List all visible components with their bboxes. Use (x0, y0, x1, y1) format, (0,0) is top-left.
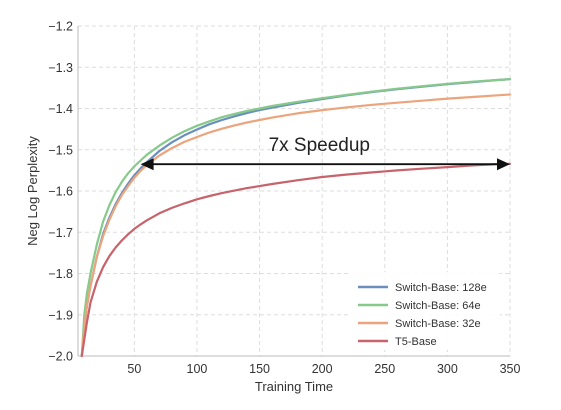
legend-label-switch-base-128e: Switch-Base: 128e (395, 282, 487, 294)
y-tick-label: −1.9 (48, 308, 73, 322)
series-lines (80, 78, 512, 358)
speedup-arrowhead-right (497, 158, 510, 171)
legend-box (350, 272, 500, 350)
x-tick-label: 100 (187, 362, 208, 376)
x-tick-label: 150 (249, 362, 270, 376)
legend: Switch-Base: 128e Switch-Base: 64e Switch-… (350, 272, 500, 350)
x-tick-label: 300 (437, 362, 458, 376)
x-tick-label: 200 (312, 362, 333, 376)
y-tick-label: −1.3 (48, 61, 73, 75)
legend-label-switch-base-32e: Switch-Base: 32e (395, 318, 481, 330)
x-tick-label: 50 (127, 362, 141, 376)
series-line-t5-base (80, 162, 512, 358)
y-tick-label: −1.2 (48, 20, 73, 34)
series-line-switch-base-32e (80, 93, 512, 358)
legend-label-t5-base: T5-Base (395, 336, 437, 348)
x-tick-labels: 50 100 150 200 250 300 350 (127, 362, 520, 376)
y-tick-label: −1.6 (48, 185, 73, 199)
speedup-label: 7x Speedup (269, 135, 370, 156)
y-tick-label: −2.0 (48, 350, 73, 364)
x-tick-label: 350 (500, 362, 521, 376)
y-tick-labels: −2.0 −1.9 −1.8 −1.7 −1.6 −1.5 −1.4 −1.3 −1.2 (48, 20, 73, 364)
y-tick-label: −1.4 (48, 102, 73, 116)
y-axis-title: Neg Log Perplexity (25, 136, 40, 246)
y-tick-label: −1.8 (48, 267, 73, 281)
y-tick-label: −1.5 (48, 143, 73, 157)
speedup-annotation: 7x Speedup (140, 135, 510, 171)
series-line-switch-base-64e (80, 78, 512, 358)
axes (77, 26, 510, 357)
x-tick-label: 250 (374, 362, 395, 376)
y-tick-label: −1.7 (48, 226, 73, 240)
speedup-arrowhead-left (140, 158, 154, 171)
x-axis-title: Training Time (255, 379, 333, 394)
legend-label-switch-base-64e: Switch-Base: 64e (395, 300, 481, 312)
